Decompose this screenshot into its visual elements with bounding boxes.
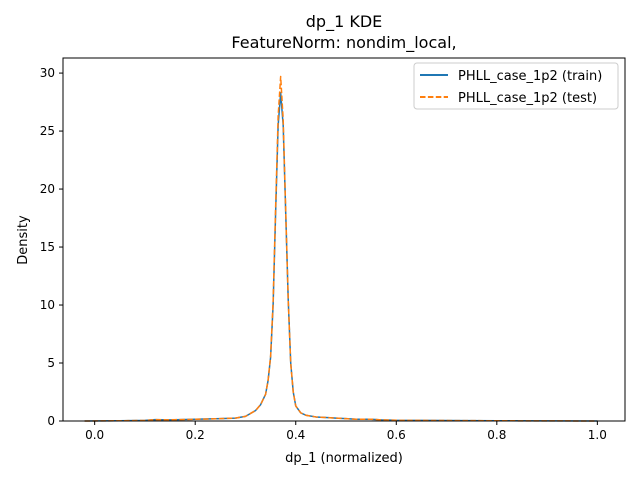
series-line-test [84,75,598,422]
y-axis-label: Density [16,215,31,265]
legend-label-train: PHLL_case_1p2 (train) [458,69,602,84]
y-tick-label: 10 [40,298,55,312]
axes [62,57,626,422]
plot-area [84,75,598,422]
x-tick-label: 0.0 [85,428,104,442]
y-tick-label: 20 [40,182,55,196]
y-tick-label: 30 [40,66,55,80]
chart-title: dp_1 KDE [306,12,383,32]
y-tick-label: 5 [47,356,55,370]
axes-frame [62,57,626,422]
y-tick-label: 0 [47,414,55,428]
legend: PHLL_case_1p2 (train) PHLL_case_1p2 (tes… [413,62,619,110]
x-tick-label: 0.8 [487,428,506,442]
legend-label-test: PHLL_case_1p2 (test) [458,91,597,106]
x-axis-label: dp_1 (normalized) [285,451,403,466]
x-tick-label: 1.0 [588,428,607,442]
y-axis-ticks: 0 5 10 15 20 25 30 [40,66,63,428]
x-axis-ticks: 0.0 0.2 0.4 0.6 0.8 1.0 [85,421,607,442]
x-tick-label: 0.4 [286,428,305,442]
legend-frame [413,62,619,110]
y-tick-label: 15 [40,240,55,254]
x-tick-label: 0.6 [387,428,406,442]
chart-subtitle: FeatureNorm: nondim_local, [231,33,456,53]
x-tick-label: 0.2 [186,428,205,442]
y-tick-label: 25 [40,124,55,138]
